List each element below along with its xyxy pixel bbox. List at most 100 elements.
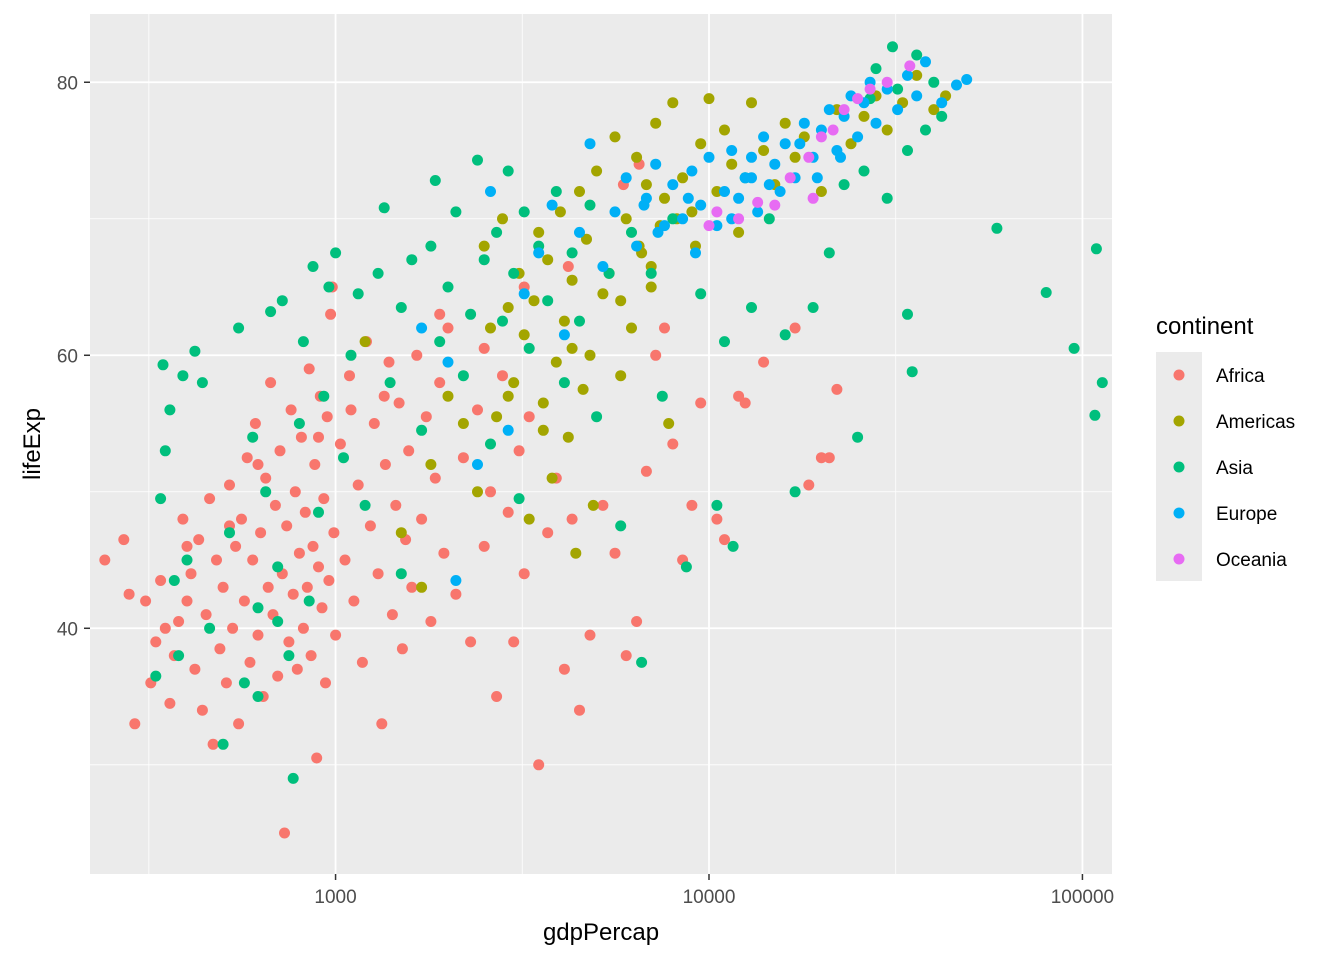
data-point (892, 104, 904, 116)
data-point (472, 459, 483, 470)
y-tick-label: 40 (57, 619, 78, 640)
data-point (395, 302, 407, 313)
data-point (168, 575, 180, 586)
data-point (803, 151, 815, 163)
data-point (695, 288, 707, 300)
data-point (523, 342, 535, 354)
data-point (763, 179, 775, 191)
data-point (262, 581, 274, 593)
data-point (615, 370, 627, 382)
data-point (566, 513, 578, 525)
data-point (784, 172, 796, 184)
data-point (798, 117, 810, 129)
series-oceania (703, 60, 916, 232)
data-point (719, 336, 730, 348)
data-point (733, 390, 745, 402)
data-point (260, 472, 272, 484)
data-point (667, 213, 679, 225)
data-point (281, 520, 293, 532)
data-point (870, 63, 882, 75)
data-point (173, 616, 185, 627)
data-point (247, 431, 259, 443)
data-point (620, 172, 632, 184)
data-point (157, 359, 169, 371)
data-point (631, 240, 643, 252)
data-point (587, 499, 599, 511)
data-point (220, 677, 232, 689)
data-point (584, 199, 596, 211)
data-point (870, 117, 882, 129)
data-point (789, 151, 801, 163)
legend: continent Africa Americas Asia Europe Oceani… (1156, 313, 1295, 581)
plot-panel (90, 14, 1112, 874)
data-point (173, 650, 185, 662)
data-point (523, 411, 535, 423)
data-point (597, 261, 609, 272)
data-point (497, 315, 508, 327)
data-point (546, 199, 558, 211)
data-point (255, 527, 267, 539)
data-point (779, 138, 791, 150)
data-point (815, 186, 827, 197)
data-point (838, 179, 850, 191)
data-point (318, 390, 330, 402)
data-point (272, 670, 284, 682)
data-point (181, 595, 193, 607)
data-point (323, 281, 335, 293)
data-point (207, 738, 219, 750)
data-point (211, 554, 222, 566)
data-point (196, 377, 208, 389)
data-point (164, 697, 176, 709)
legend-label-americas: Americas (1216, 412, 1295, 433)
data-point (546, 472, 558, 484)
data-point (393, 397, 405, 409)
data-point (442, 322, 454, 334)
data-point (881, 76, 893, 88)
data-point (265, 377, 277, 389)
data-point (667, 179, 679, 191)
data-point (233, 718, 245, 730)
data-point (711, 186, 723, 197)
data-point (739, 397, 751, 409)
data-point (491, 226, 503, 238)
data-point (224, 479, 235, 491)
data-point (936, 110, 948, 122)
data-point (682, 192, 694, 204)
data-point (502, 302, 514, 313)
data-point (217, 738, 229, 750)
data-point (615, 520, 627, 532)
data-point (352, 479, 364, 491)
data-point (378, 202, 390, 214)
data-point (311, 752, 323, 764)
data-point (279, 827, 290, 839)
data-point (189, 663, 201, 675)
data-point (383, 356, 395, 368)
data-point (659, 192, 670, 204)
data-point (297, 336, 309, 348)
data-point (359, 499, 371, 511)
data-point (295, 431, 307, 443)
data-point (252, 602, 264, 614)
data-point (313, 431, 324, 443)
data-point (378, 390, 390, 402)
data-point (690, 247, 701, 259)
data-point (823, 452, 835, 464)
data-point (631, 616, 643, 627)
data-point (276, 295, 288, 307)
data-point (406, 254, 418, 266)
data-point (566, 274, 578, 286)
data-point (811, 172, 823, 184)
data-point (758, 145, 770, 156)
data-point (763, 213, 775, 225)
data-point (656, 390, 668, 402)
data-point (150, 670, 162, 682)
data-point (733, 213, 745, 225)
data-point (574, 315, 585, 327)
data-point (686, 165, 698, 177)
x-axis: 1000 10000 100000 (314, 874, 1114, 908)
data-point (652, 226, 664, 238)
data-point (794, 138, 806, 150)
data-point (227, 622, 239, 634)
data-point (835, 151, 846, 163)
